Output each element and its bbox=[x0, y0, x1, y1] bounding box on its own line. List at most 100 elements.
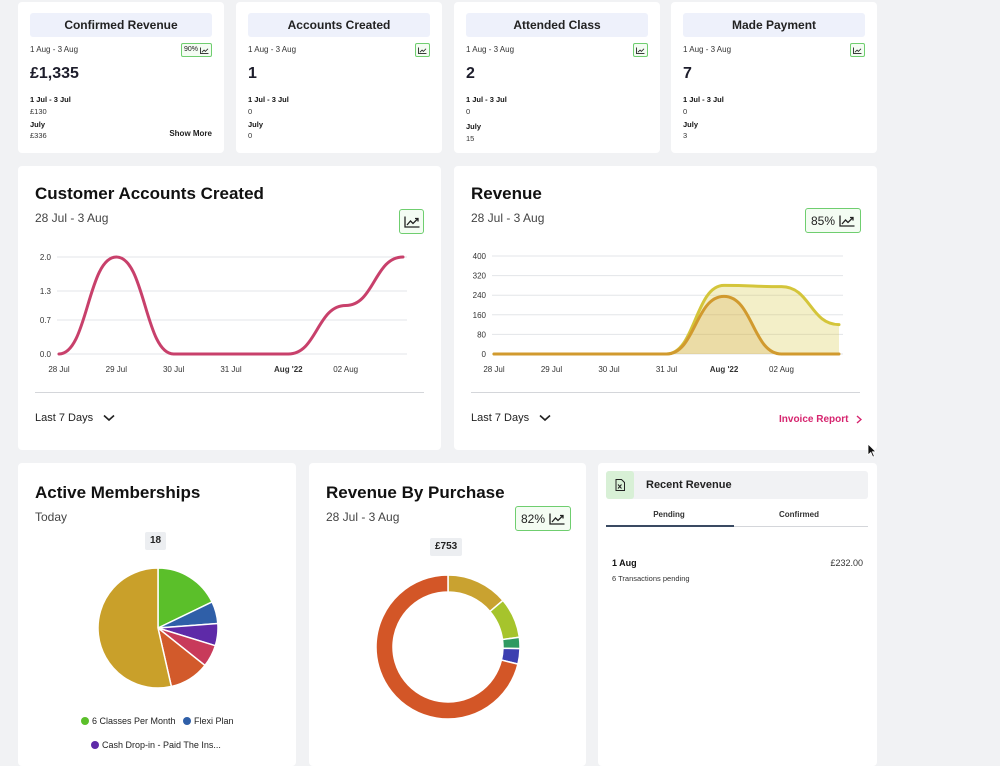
x-tick-label: 29 Jul bbox=[541, 365, 563, 374]
x-tick-label: 31 Jul bbox=[656, 365, 678, 374]
stat-prev-value: 0 bbox=[683, 107, 688, 116]
trend-chart-icon bbox=[403, 216, 419, 228]
y-tick-label: 2.0 bbox=[40, 253, 52, 262]
y-tick-label: 160 bbox=[473, 311, 487, 320]
stat-month-value: 0 bbox=[248, 131, 253, 140]
card-subtitle: 28 Jul - 3 Aug bbox=[471, 211, 545, 225]
card-subtitle: 28 Jul - 3 Aug bbox=[35, 211, 109, 225]
series-area bbox=[494, 285, 839, 354]
stat-month-label: July bbox=[30, 120, 46, 129]
card-title: Revenue bbox=[471, 184, 542, 203]
transaction-date: 1 Aug bbox=[612, 558, 637, 568]
stat-range: 1 Aug - 3 Aug bbox=[30, 45, 79, 54]
invoice-report-link[interactable]: Invoice Report bbox=[779, 414, 863, 425]
stat-title: Accounts Created bbox=[248, 13, 430, 37]
tab-pending[interactable]: Pending bbox=[653, 510, 685, 519]
y-tick-label: 0.7 bbox=[40, 316, 52, 325]
accounts-line-chart: 0.0 0.7 1.3 2.0 28 Jul 29 Jul 30 Jul 31 Jul Aug … bbox=[40, 253, 407, 374]
stat-title: Made Payment bbox=[683, 13, 865, 37]
memberships-pie-chart bbox=[97, 567, 219, 689]
pie-slice[interactable] bbox=[501, 636, 521, 650]
legend-label: Flexi Plan bbox=[194, 716, 234, 726]
period-dropdown[interactable]: Last 7 Days bbox=[35, 412, 115, 424]
pie-slice[interactable] bbox=[157, 567, 214, 630]
stat-value: 7 bbox=[683, 65, 692, 82]
x-tick-label: 29 Jul bbox=[106, 365, 128, 374]
stat-prev-value: £130 bbox=[30, 107, 47, 116]
stat-month-label: July bbox=[683, 120, 699, 129]
x-tick-label: Aug '22 bbox=[710, 365, 739, 374]
trend-badge[interactable] bbox=[415, 43, 430, 57]
stat-value: 2 bbox=[466, 65, 475, 82]
trend-badge[interactable]: 82% bbox=[515, 506, 572, 531]
mouse-cursor-icon bbox=[867, 443, 877, 458]
period-dropdown[interactable]: Last 7 Days bbox=[471, 412, 551, 424]
stat-card-attended-class: Attended Class 1 Aug - 3 Aug 2 1 Jul - 3… bbox=[454, 2, 660, 153]
trend-chart-icon bbox=[853, 46, 862, 54]
stat-prev-label: 1 Jul - 3 Jul bbox=[466, 95, 507, 104]
series-line[interactable] bbox=[57, 255, 405, 356]
period-label: Last 7 Days bbox=[471, 412, 530, 424]
series-line[interactable] bbox=[492, 294, 841, 356]
spreadsheet-icon bbox=[606, 471, 634, 499]
pie-slice[interactable] bbox=[447, 574, 504, 613]
y-tick-label: 240 bbox=[473, 291, 487, 300]
transaction-detail: 6 Transactions pending bbox=[612, 574, 690, 583]
y-tick-label: 80 bbox=[477, 330, 486, 339]
x-tick-label: Aug '22 bbox=[274, 365, 303, 374]
chevron-down-icon bbox=[539, 414, 551, 422]
card-title: Revenue By Purchase bbox=[326, 483, 505, 502]
stat-value: 1 bbox=[248, 65, 257, 82]
y-tick-label: 400 bbox=[473, 252, 487, 261]
tab-confirmed[interactable]: Confirmed bbox=[779, 510, 819, 519]
legend-label: Cash Drop-in - Paid The Ins... bbox=[102, 740, 221, 750]
x-tick-label: 30 Jul bbox=[598, 365, 620, 374]
purchase-donut-chart bbox=[375, 574, 521, 720]
x-tick-label: 02 Aug bbox=[769, 365, 794, 374]
stat-card-confirmed-revenue: Confirmed Revenue 1 Aug - 3 Aug 90% £1,3… bbox=[18, 2, 224, 153]
pie-slice[interactable] bbox=[97, 567, 173, 689]
x-tick-label: 30 Jul bbox=[163, 365, 185, 374]
stat-month-value: 15 bbox=[466, 134, 475, 143]
tab-indicator bbox=[606, 525, 734, 527]
stat-prev-value: 0 bbox=[466, 107, 471, 116]
accounts-chart-card: Customer Accounts Created 28 Jul - 3 Aug… bbox=[18, 166, 441, 450]
trend-badge[interactable] bbox=[399, 209, 424, 234]
stat-title: Attended Class bbox=[466, 13, 648, 37]
series-area bbox=[494, 296, 839, 354]
legend-item[interactable]: 6 Classes Per Month bbox=[81, 716, 176, 726]
y-tick-label: 0 bbox=[482, 350, 487, 359]
legend-item[interactable]: Flexi Plan bbox=[183, 716, 234, 726]
stat-prev-label: 1 Jul - 3 Jul bbox=[248, 95, 289, 104]
stat-month-value: 3 bbox=[683, 131, 688, 140]
trend-percent: 90% bbox=[183, 46, 198, 53]
show-more-link[interactable]: Show More bbox=[169, 129, 212, 138]
legend-item[interactable]: Cash Drop-in - Paid The Ins... bbox=[91, 740, 221, 750]
stat-prev-label: 1 Jul - 3 Jul bbox=[30, 95, 71, 104]
stat-month-label: July bbox=[248, 120, 264, 129]
recent-revenue-title: Recent Revenue bbox=[646, 479, 732, 491]
legend-dot bbox=[183, 717, 191, 725]
divider bbox=[471, 392, 860, 393]
pie-slice[interactable] bbox=[375, 574, 519, 720]
x-tick-label: 31 Jul bbox=[220, 365, 242, 374]
legend-dot bbox=[91, 741, 99, 749]
trend-percent: 85% bbox=[811, 213, 836, 228]
stat-range: 1 Aug - 3 Aug bbox=[248, 45, 297, 54]
x-tick-label: 28 Jul bbox=[48, 365, 70, 374]
stat-range: 1 Aug - 3 Aug bbox=[466, 45, 515, 54]
trend-chart-icon bbox=[839, 215, 855, 227]
trend-badge[interactable]: 85% bbox=[805, 208, 862, 233]
tab-underline bbox=[734, 526, 868, 527]
trend-badge[interactable] bbox=[850, 43, 865, 57]
stat-prev-label: 1 Jul - 3 Jul bbox=[683, 95, 724, 104]
invoice-report-label: Invoice Report bbox=[779, 414, 849, 425]
trend-chart-icon bbox=[549, 513, 565, 525]
stat-month-value: £336 bbox=[30, 131, 47, 140]
trend-badge[interactable] bbox=[633, 43, 648, 57]
trend-chart-icon bbox=[418, 46, 427, 54]
revenue-area-chart: 0 80 160 240 320 400 28 Jul 29 Jul 30 Jul 31 Jul A… bbox=[473, 252, 843, 374]
trend-badge[interactable]: 90% bbox=[180, 43, 212, 57]
legend-label: 6 Classes Per Month bbox=[92, 716, 176, 726]
y-tick-label: 320 bbox=[473, 272, 487, 281]
